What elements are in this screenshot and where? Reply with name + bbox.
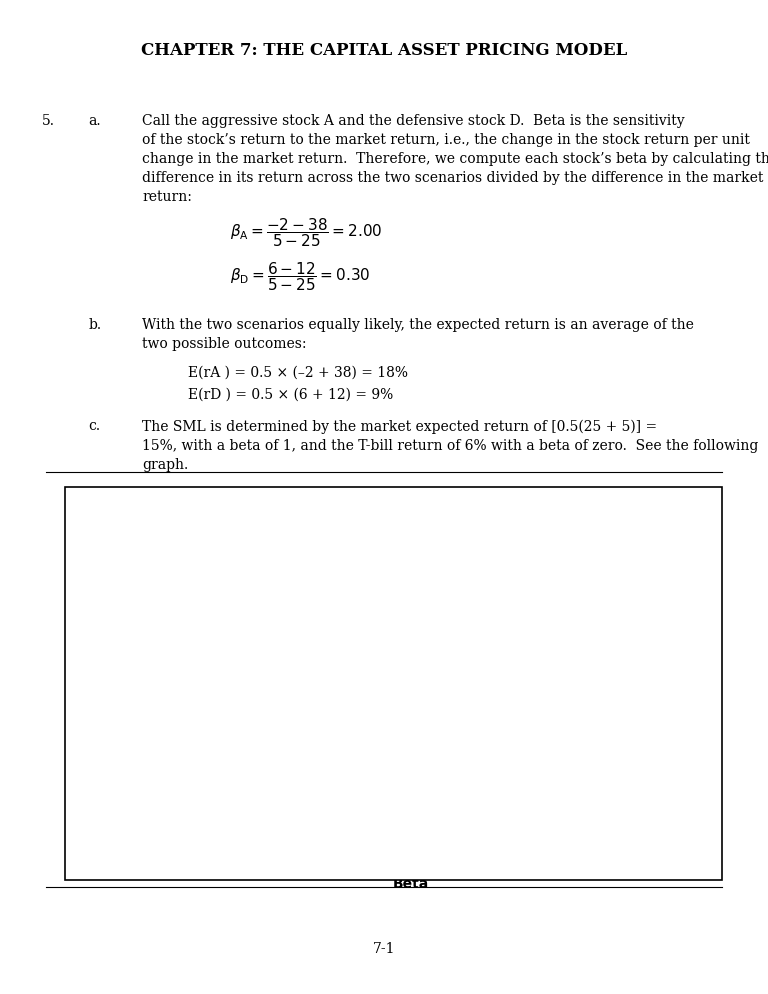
Point [171,762,184,778]
Text: $\beta_{\rm D} = \dfrac{6-12}{5-25} = 0.30$: $\beta_{\rm D} = \dfrac{6-12}{5-25} = 0.… [230,260,371,293]
Text: D: D [144,765,155,778]
X-axis label: Beta: Beta [392,878,429,892]
Text: SML: SML [629,551,664,566]
Point [502,688,515,704]
Point [307,717,319,733]
Text: c.: c. [88,419,101,433]
Text: $\beta_{\rm A} = \dfrac{-2-38}{5-25} = 2.00$: $\beta_{\rm A} = \dfrac{-2-38}{5-25} = 2… [230,217,382,249]
Text: E(rD ) = 0.5 × (6 + 12) = 9%: E(rD ) = 0.5 × (6 + 12) = 9% [188,388,393,402]
Title: Expected Return - Beta Relationship: Expected Return - Beta Relationship [255,494,567,509]
Text: 5.: 5. [42,114,55,128]
Text: $\alpha_A$: $\alpha_A$ [246,662,263,676]
Text: b.: b. [88,318,101,332]
Text: CHAPTER 7: THE CAPITAL ASSET PRICING MODEL: CHAPTER 7: THE CAPITAL ASSET PRICING MOD… [141,42,627,59]
Point [113,792,125,808]
Y-axis label: Expected Return: Expected Return [75,631,88,736]
Text: The SML is determined by the market expected return of [0.5(25 + 5)] =
15%, with: The SML is determined by the market expe… [142,419,759,472]
Text: 7-1: 7-1 [372,942,396,956]
Text: M: M [326,732,339,745]
Text: a.: a. [88,114,101,128]
Point [697,543,709,559]
Text: Call the aggressive stock A and the defensive stock D.  Beta is the sensitivity
: Call the aggressive stock A and the defe… [142,114,768,204]
Text: E(rA ) = 0.5 × (–2 + 38) = 18%: E(rA ) = 0.5 × (–2 + 38) = 18% [188,366,408,380]
Text: A: A [524,703,534,716]
Text: With the two scenarios equally likely, the expected return is an average of the
: With the two scenarios equally likely, t… [142,318,694,351]
